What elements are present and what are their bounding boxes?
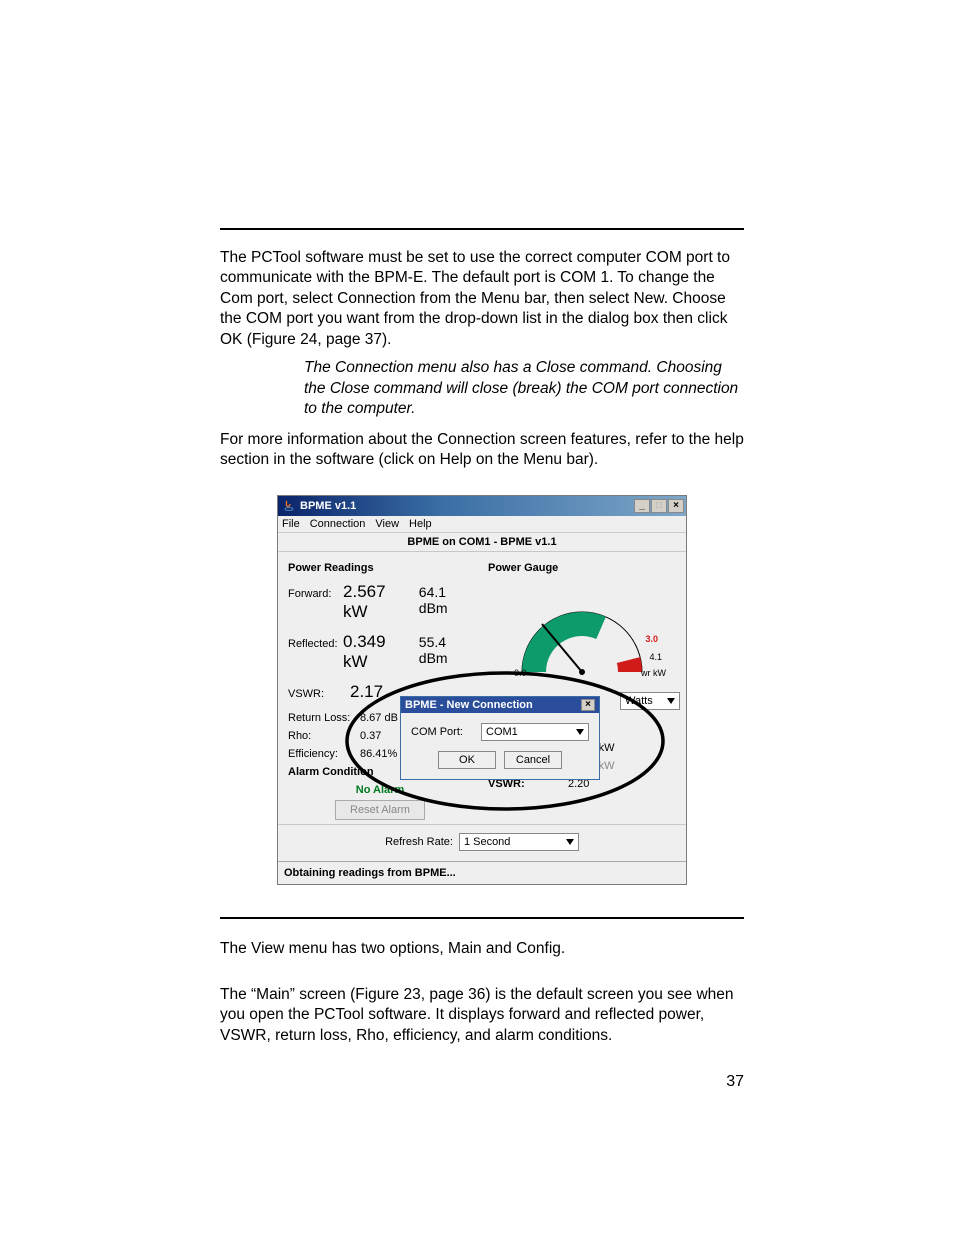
maximize-button[interactable]: □ [651, 499, 667, 513]
main-area: Power Readings Forward: 2.567 kW 64.1 dB… [278, 552, 686, 824]
gauge-unit-label: wr kW [641, 668, 666, 678]
power-gauge: 0.0 3.0 4.1 wr kW [502, 582, 662, 682]
chevron-down-icon [566, 839, 574, 845]
gauge-max-label: 4.1 [649, 652, 662, 662]
reset-alarm-button[interactable]: Reset Alarm [335, 800, 425, 820]
gauge-min-label: 0.0 [514, 668, 527, 678]
menu-view[interactable]: View [375, 518, 399, 530]
rule-bottom [220, 917, 744, 919]
return-loss-value: 8.67 dB [360, 712, 398, 724]
units-value: Watts [625, 695, 653, 707]
rho-label: Rho: [288, 730, 360, 742]
forward-row: Forward: 2.567 kW 64.1 dBm [288, 582, 472, 622]
menu-help[interactable]: Help [409, 518, 432, 530]
power-gauge-panel: Power Gauge 0.0 3.0 4.1 wr kW Watts [482, 552, 686, 824]
java-icon [282, 499, 296, 513]
vswr-label: VSWR: [288, 688, 350, 700]
refresh-rate-dropdown[interactable]: 1 Second [459, 833, 579, 851]
units-dropdown[interactable]: Watts [620, 692, 680, 710]
menu-connection[interactable]: Connection [310, 518, 366, 530]
refresh-rate-value: 1 Second [464, 836, 510, 848]
status-bar: Obtaining readings from BPME... [278, 861, 686, 884]
app-window: BPME v1.1 _ □ × File Connection View Hel… [277, 495, 687, 885]
reflected-label: Reflected: [288, 638, 343, 650]
reflected-dbm: 55.4 dBm [419, 634, 472, 666]
forward-dbm: 64.1 dBm [419, 584, 472, 616]
dialog-close-button[interactable]: × [581, 699, 595, 711]
com-port-value: COM1 [486, 726, 518, 738]
no-alarm-text: No Alarm [288, 784, 472, 796]
paragraph-3: The View menu has two options, Main and … [220, 939, 744, 959]
menu-file[interactable]: File [282, 518, 300, 530]
minimize-button[interactable]: _ [634, 499, 650, 513]
dialog-titlebar: BPME - New Connection × [401, 697, 599, 713]
reflected-kw: 0.349 kW [343, 632, 407, 672]
gauge-mid-label: 3.0 [645, 634, 658, 644]
efficiency-value: 86.41% [360, 748, 397, 760]
reflected-row: Reflected: 0.349 kW 55.4 dBm [288, 632, 472, 672]
ok-button[interactable]: OK [438, 751, 496, 769]
power-readings-panel: Power Readings Forward: 2.567 kW 64.1 dB… [278, 552, 482, 824]
note-paragraph: The Connection menu also has a Close com… [304, 358, 744, 419]
paragraph-1: The PCTool software must be set to use t… [220, 248, 744, 350]
com-port-label: COM Port: [411, 726, 481, 738]
menubar: File Connection View Help [278, 516, 686, 533]
efficiency-label: Efficiency: [288, 748, 360, 760]
close-button[interactable]: × [668, 499, 684, 513]
forward-kw: 2.567 kW [343, 582, 407, 622]
new-connection-dialog: BPME - New Connection × COM Port: COM1 O… [400, 696, 600, 780]
dialog-title: BPME - New Connection [405, 699, 533, 711]
return-loss-label: Return Loss: [288, 712, 360, 724]
vswr-value: 2.17 [350, 682, 383, 702]
subtitle-bar: BPME on COM1 - BPME v1.1 [278, 533, 686, 552]
window-title: BPME v1.1 [300, 500, 356, 512]
power-readings-title: Power Readings [288, 562, 472, 574]
com-port-row: COM Port: COM1 [411, 723, 589, 741]
paragraph-2: For more information about the Connectio… [220, 430, 744, 471]
cancel-button[interactable]: Cancel [504, 751, 562, 769]
chevron-down-icon [576, 729, 584, 735]
rule-top [220, 228, 744, 230]
forward-label: Forward: [288, 588, 343, 600]
rho-value: 0.37 [360, 730, 381, 742]
alarm-center: No Alarm Reset Alarm [288, 784, 472, 820]
titlebar: BPME v1.1 _ □ × [278, 496, 686, 516]
document-page: The PCTool software must be set to use t… [0, 0, 954, 1114]
power-gauge-title: Power Gauge [488, 562, 676, 574]
paragraph-4: The “Main” screen (Figure 23, page 36) i… [220, 985, 744, 1046]
refresh-bar: Refresh Rate: 1 Second [278, 824, 686, 861]
com-port-dropdown[interactable]: COM1 [481, 723, 589, 741]
chevron-down-icon [667, 698, 675, 704]
page-number: 37 [726, 1073, 744, 1091]
refresh-label: Refresh Rate: [385, 836, 453, 848]
